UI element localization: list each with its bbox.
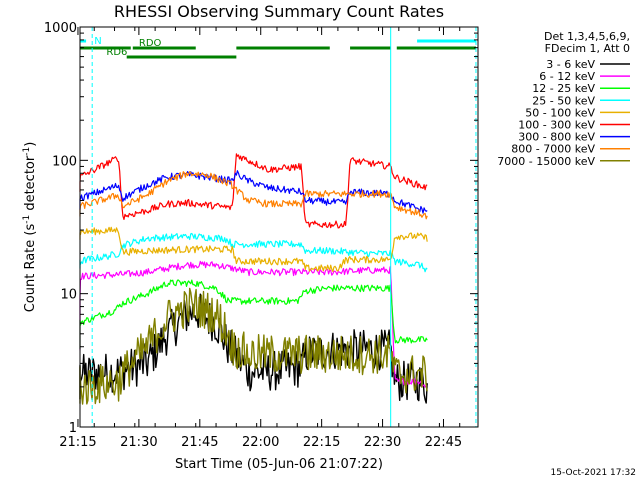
- x-tick-label-2: 21:45: [181, 435, 218, 450]
- x-tick-label-1: 21:30: [120, 435, 157, 450]
- series-line-1: [79, 260, 428, 388]
- legend-label-6: 300 - 800 keV: [518, 131, 595, 144]
- series-line-0: [79, 293, 428, 404]
- observing-flags: N RDO RD6: [80, 36, 476, 59]
- y-axis-label: Count Rate (s-1 detector-1): [22, 142, 38, 313]
- legend: Det 1,3,4,5,6,9, FDecim 1, Att 0 3 - 6 k…: [497, 30, 630, 168]
- series-line-7: [79, 171, 428, 220]
- legend-label-4: 50 - 100 keV: [525, 106, 595, 119]
- series-line-8: [79, 287, 428, 405]
- flag-label-rd6: RD6: [106, 47, 127, 58]
- legend-label-0: 3 - 6 keV: [546, 58, 595, 71]
- timestamp: 15-Oct-2021 17:32: [551, 468, 636, 478]
- x-axis-label: Start Time (05-Jun-06 21:07:22): [175, 457, 383, 472]
- x-tick-label-5: 22:30: [364, 435, 401, 450]
- legend-label-5: 100 - 300 keV: [518, 119, 595, 132]
- series-lines: [79, 153, 428, 405]
- legend-label-8: 7000 - 15000 keV: [497, 155, 595, 168]
- legend-header-line-2: FDecim 1, Att 0: [545, 42, 630, 55]
- legend-label-7: 800 - 7000 keV: [511, 143, 595, 156]
- flag-label-rdo: RDO: [139, 38, 162, 49]
- legend-label-1: 6 - 12 keV: [539, 70, 595, 83]
- chart-title: RHESSI Observing Summary Count Rates: [114, 2, 444, 21]
- x-tick-label-4: 22:15: [303, 435, 340, 450]
- y-axis-ticks: 1 10 100 1000: [44, 21, 478, 436]
- x-axis-ticks: 21:15 21:30 21:45 22:00 22:15 22:30 22:45: [59, 27, 462, 450]
- series-line-6: [79, 170, 428, 214]
- y-tick-label-1: 10: [60, 288, 77, 303]
- axes: [79, 26, 479, 428]
- x-tick-label-0: 21:15: [59, 435, 96, 450]
- plot-frame: [79, 26, 479, 428]
- series-line-3: [79, 232, 428, 273]
- x-tick-label-3: 22:00: [242, 435, 279, 450]
- y-tick-label-3: 1000: [44, 21, 77, 36]
- series-line-4: [79, 226, 428, 273]
- series-line-2: [79, 279, 428, 350]
- legend-label-2: 12 - 25 keV: [532, 82, 595, 95]
- y-tick-label-2: 100: [52, 154, 77, 169]
- x-tick-label-6: 22:45: [425, 435, 462, 450]
- series-line-5: [79, 153, 428, 229]
- flag-label-n: N: [94, 36, 101, 47]
- legend-header-line-1: Det 1,3,4,5,6,9,: [544, 30, 630, 43]
- y-tick-label-0: 1: [69, 421, 77, 436]
- legend-label-3: 25 - 50 keV: [532, 94, 595, 107]
